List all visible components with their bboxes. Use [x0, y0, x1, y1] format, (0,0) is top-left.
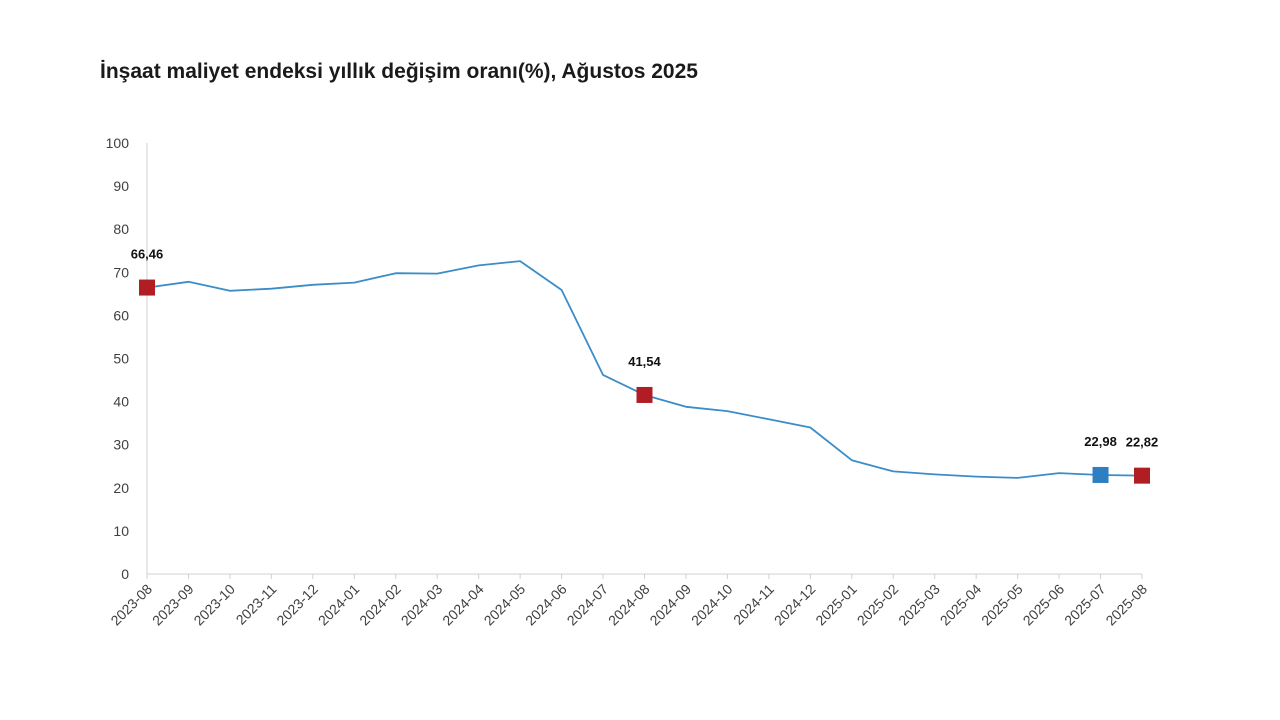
x-tick-label: 2025-06	[1020, 581, 1068, 629]
x-tick-label: 2023-09	[149, 581, 197, 629]
x-tick-label: 2024-12	[771, 581, 819, 629]
y-tick-label: 60	[113, 307, 129, 323]
x-tick-label: 2024-01	[315, 581, 363, 629]
y-tick-label: 0	[121, 566, 129, 582]
x-tick-label: 2024-06	[522, 581, 570, 629]
y-tick-label: 20	[113, 480, 129, 496]
y-tick-label: 90	[113, 178, 129, 194]
data-label: 66,46	[131, 247, 164, 262]
series-layer	[146, 260, 1143, 479]
data-label: 22,82	[1126, 435, 1159, 450]
y-tick-label: 10	[113, 523, 129, 539]
x-tick-label: 2025-04	[937, 581, 985, 629]
y-tick-label: 70	[113, 264, 129, 280]
x-tick-label: 2024-02	[356, 581, 404, 629]
x-tick-label: 2025-07	[1061, 581, 1109, 629]
x-tick-label: 2023-12	[273, 581, 321, 629]
y-tick-label: 30	[113, 437, 129, 453]
data-labels: 66,46 41,54 22,98 22,82	[131, 247, 1159, 450]
x-tick-label: 2024-03	[398, 581, 446, 629]
y-tick-label: 40	[113, 394, 129, 410]
y-tick-label: 100	[106, 135, 130, 151]
y-axis: 0 10 20 30 40 50 60 70 80 90 100	[106, 135, 130, 582]
x-tick-label: 2024-04	[439, 581, 487, 629]
highlight-marker	[139, 279, 155, 296]
x-tick-label: 2024-09	[646, 581, 694, 629]
x-tick-label: 2024-05	[481, 581, 529, 629]
x-tick-label: 2025-02	[854, 581, 902, 629]
chart-title: İnşaat maliyet endeksi yıllık değişim or…	[100, 60, 698, 83]
x-tick-label: 2025-08	[1102, 581, 1150, 629]
x-tick-label: 2023-10	[190, 581, 238, 629]
x-tick-label: 2023-08	[107, 581, 155, 629]
y-tick-label: 80	[113, 221, 129, 237]
highlight-marker	[1134, 467, 1150, 484]
x-tick-label: 2024-08	[605, 581, 653, 629]
x-tick-label: 2024-07	[564, 581, 612, 629]
x-tick-label: 2025-05	[978, 581, 1026, 629]
markers-layer	[139, 279, 1150, 484]
x-tick-label: 2023-11	[233, 581, 280, 628]
x-tick-label: 2024-10	[688, 581, 736, 629]
data-label: 41,54	[628, 354, 661, 369]
series-line	[146, 260, 1143, 479]
x-tick-label: 2024-11	[730, 581, 777, 628]
y-tick-label: 50	[113, 351, 129, 367]
x-tick-label: 2025-01	[812, 581, 860, 629]
highlight-marker	[1092, 466, 1109, 483]
highlight-marker	[636, 386, 653, 403]
data-label: 22,98	[1084, 434, 1117, 449]
x-tick-label: 2025-03	[895, 581, 943, 629]
x-axis: 2023-082023-092023-102023-112023-122024-…	[107, 574, 1150, 628]
